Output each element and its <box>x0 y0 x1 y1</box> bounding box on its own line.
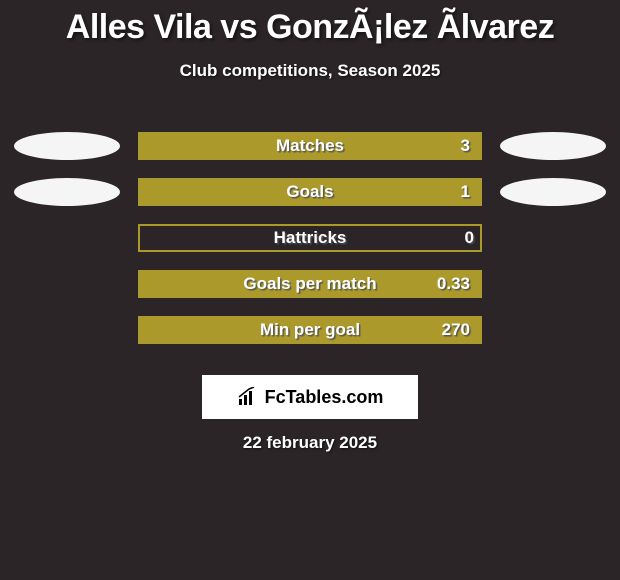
logo: FcTables.com <box>237 387 384 408</box>
left-oval <box>14 132 120 160</box>
stat-row: Goals 1 <box>0 169 620 215</box>
stat-bar: Min per goal 270 <box>138 316 482 344</box>
right-oval-placeholder <box>500 224 606 252</box>
stat-row: Matches 3 <box>0 123 620 169</box>
subtitle: Club competitions, Season 2025 <box>0 61 620 81</box>
bar-label: Goals per match <box>243 274 376 294</box>
stat-row: Min per goal 270 <box>0 307 620 353</box>
bar-label: Goals <box>286 182 333 202</box>
logo-box: FcTables.com <box>202 375 418 419</box>
bar-value: 0 <box>465 228 474 248</box>
stat-bar: Goals 1 <box>138 178 482 206</box>
bar-value: 270 <box>442 320 470 340</box>
right-oval-placeholder <box>500 316 606 344</box>
bar-value: 3 <box>461 136 470 156</box>
page-title: Alles Vila vs GonzÃ¡lez Ãlvarez <box>0 0 620 47</box>
left-oval-placeholder <box>14 316 120 344</box>
stats-rows: Matches 3 Goals 1 Hattricks 0 Goals per match 0… <box>0 123 620 353</box>
date-text: 22 february 2025 <box>0 433 620 453</box>
right-oval <box>500 178 606 206</box>
left-oval-placeholder <box>14 270 120 298</box>
left-oval <box>14 178 120 206</box>
bar-value: 0.33 <box>437 274 470 294</box>
right-oval <box>500 132 606 160</box>
right-oval-placeholder <box>500 270 606 298</box>
logo-text: FcTables.com <box>265 387 384 408</box>
stat-row: Hattricks 0 <box>0 215 620 261</box>
bar-label: Hattricks <box>274 228 347 248</box>
stat-row: Goals per match 0.33 <box>0 261 620 307</box>
stat-bar: Matches 3 <box>138 132 482 160</box>
bar-value: 1 <box>461 182 470 202</box>
bar-label: Min per goal <box>260 320 360 340</box>
chart-icon <box>237 387 261 407</box>
stat-bar: Goals per match 0.33 <box>138 270 482 298</box>
bar-label: Matches <box>276 136 344 156</box>
stat-bar: Hattricks 0 <box>138 224 482 252</box>
left-oval-placeholder <box>14 224 120 252</box>
